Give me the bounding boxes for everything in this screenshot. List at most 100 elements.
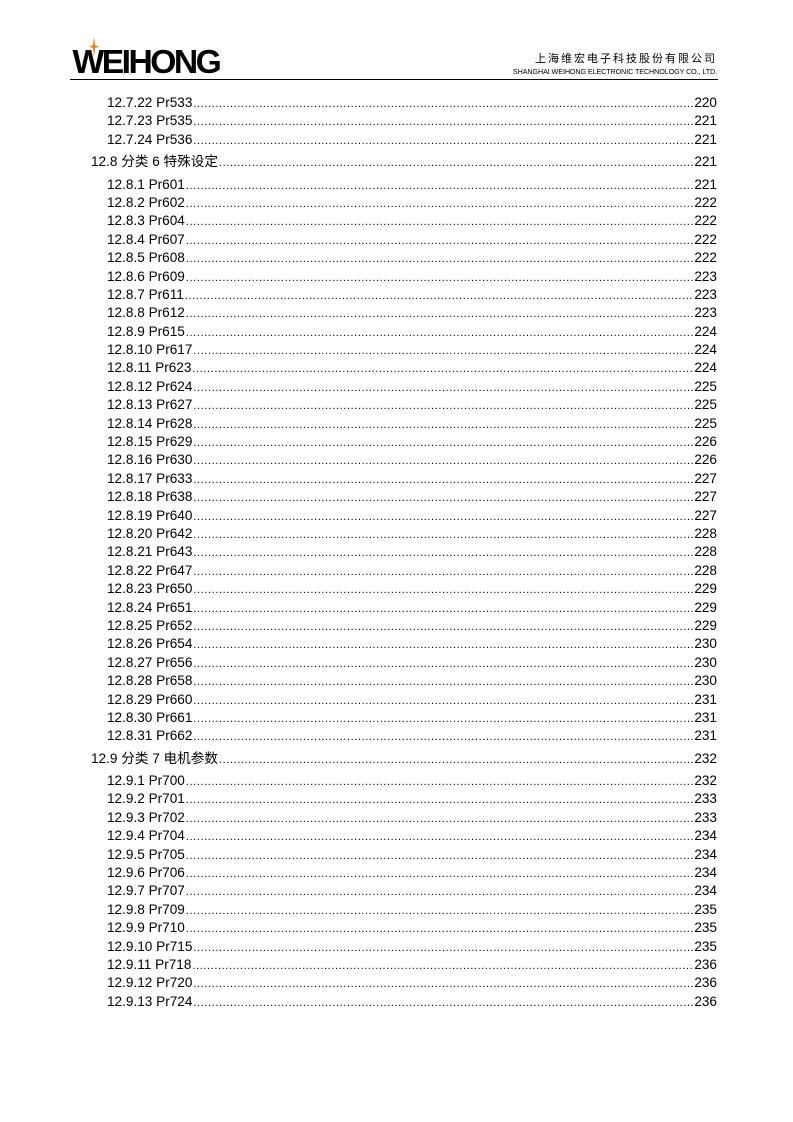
dot-leader [193, 507, 693, 526]
toc-entry[interactable]: 12.8.27 Pr656 230 [91, 654, 717, 672]
toc-entry[interactable]: 12.9.9 Pr710 235 [91, 919, 717, 937]
toc-section-heading[interactable]: 12.9 分类 7 电机参数 232 [91, 750, 717, 768]
dot-leader [193, 451, 693, 470]
toc-entry-title: 12.7.22 Pr533 [107, 95, 193, 110]
dot-leader [193, 131, 693, 150]
toc-entry-title: 12.8.8 Pr612 [107, 305, 185, 321]
toc-entry-title: 12.8.17 Pr633 [107, 470, 193, 486]
toc-entry[interactable]: 12.9.1 Pr700 232 [91, 772, 717, 790]
toc-entry-title: 12.8.9 Pr615 [107, 323, 185, 339]
toc-page-number: 234 [694, 828, 717, 844]
toc-entry-title: 12.8.7 Pr611 [107, 286, 184, 302]
toc-entry-title: 12.8.5 Pr608 [107, 250, 185, 266]
toc-entry-title: 12.9.10 Pr715 [107, 938, 193, 954]
toc-entry[interactable]: 12.8.14 Pr628 225 [91, 415, 717, 433]
toc-entry-title: 12.8.1 Pr601 [107, 176, 185, 192]
toc-entry-title: 12.8.20 Pr642 [107, 525, 193, 541]
dot-leader [186, 212, 693, 231]
dot-leader [193, 599, 693, 618]
toc-entry-title: 12.9.5 Pr705 [107, 846, 185, 862]
toc-entry[interactable]: 12.8.3 Pr604 222 [91, 212, 717, 230]
toc-entry[interactable]: 12.8.7 Pr611 223 [91, 286, 717, 304]
toc-page-number: 222 [694, 250, 717, 266]
company-name-cn: 上海维宏电子科技股份有限公司 [535, 52, 717, 65]
toc-entry[interactable]: 12.9.12 Pr720 236 [91, 974, 717, 992]
toc-entry-title: 12.9.4 Pr704 [107, 828, 185, 844]
toc-entry[interactable]: 12.9.7 Pr707 234 [91, 882, 717, 900]
toc-page-number: 227 [694, 507, 717, 523]
dot-leader [193, 543, 693, 562]
toc-entry[interactable]: 12.8.30 Pr661 231 [91, 709, 717, 727]
dot-leader [193, 938, 693, 957]
toc-entry[interactable]: 12.8.12 Pr624 225 [91, 378, 717, 396]
toc-page-number: 223 [694, 286, 717, 302]
toc-page-number: 236 [694, 975, 717, 991]
toc-entry[interactable]: 12.9.4 Pr704 234 [91, 827, 717, 845]
toc-entry[interactable]: 12.7.24 Pr536 221 [91, 131, 717, 149]
toc-page-number: 229 [694, 599, 717, 615]
toc-entry[interactable]: 12.8.21 Pr643 228 [91, 543, 717, 561]
toc-entry[interactable]: 12.8.15 Pr629 226 [91, 433, 717, 451]
toc-entry[interactable]: 12.9.3 Pr702 233 [91, 809, 717, 827]
toc-entry[interactable]: 12.8.9 Pr615 224 [91, 323, 717, 341]
toc-page-number: 235 [694, 920, 717, 936]
toc-entry[interactable]: 12.9.6 Pr706 234 [91, 864, 717, 882]
star-icon [89, 37, 99, 57]
toc-entry[interactable]: 12.8.23 Pr650 229 [91, 580, 717, 598]
dot-leader [186, 864, 693, 883]
toc-entry[interactable]: 12.8.1 Pr601 221 [91, 176, 717, 194]
toc-page-number: 224 [694, 323, 717, 339]
toc-entry-title: 12.9.9 Pr710 [107, 920, 185, 936]
toc-entry-title: 12.8 分类 6 特殊设定 [91, 154, 218, 170]
dot-leader [193, 112, 693, 131]
toc-page-number: 221 [694, 176, 717, 192]
dot-leader [193, 635, 693, 654]
toc-entry[interactable]: 12.9.8 Pr709 235 [91, 901, 717, 919]
toc-entry-title: 12.8.18 Pr638 [107, 489, 193, 505]
dot-leader [193, 617, 693, 636]
toc-page-number: 231 [694, 691, 717, 707]
toc-entry[interactable]: 12.8.17 Pr633 227 [91, 470, 717, 488]
toc-entry[interactable]: 12.8.31 Pr662 231 [91, 727, 717, 745]
toc-entry[interactable]: 12.8.18 Pr638 227 [91, 488, 717, 506]
toc-page-number: 233 [694, 791, 717, 807]
toc-entry[interactable]: 12.8.13 Pr627 225 [91, 396, 717, 414]
toc-entry[interactable]: 12.8.8 Pr612 223 [91, 304, 717, 322]
toc-entry-title: 12.9.7 Pr707 [107, 883, 185, 899]
dot-leader [186, 901, 693, 920]
toc-entry[interactable]: 12.8.16 Pr630 226 [91, 451, 717, 469]
toc-entry[interactable]: 12.8.29 Pr660 231 [91, 691, 717, 709]
toc-page-number: 235 [694, 901, 717, 917]
toc-entry[interactable]: 12.9.2 Pr701 233 [91, 790, 717, 808]
toc-entry[interactable]: 12.8.28 Pr658 230 [91, 672, 717, 690]
toc-entry[interactable]: 12.8.26 Pr654 230 [91, 635, 717, 653]
toc-entry-title: 12.9 分类 7 电机参数 [91, 750, 218, 766]
toc-entry[interactable]: 12.9.10 Pr715 235 [91, 938, 717, 956]
toc-entry[interactable]: 12.9.13 Pr724 236 [91, 993, 717, 1011]
toc-entry[interactable]: 12.8.4 Pr607 222 [91, 231, 717, 249]
company-name-en: SHANGHAI WEIHONG ELECTRONIC TECHNOLOGY C… [512, 67, 717, 76]
toc-entry[interactable]: 12.9.11 Pr718 236 [91, 956, 717, 974]
toc-section-heading[interactable]: 12.8 分类 6 特殊设定 221 [91, 153, 717, 171]
toc-entry-title: 12.9.8 Pr709 [107, 901, 185, 917]
toc-entry[interactable]: 12.7.22 Pr533 220 [91, 94, 717, 112]
toc-entry[interactable]: 12.7.23 Pr535 221 [91, 112, 717, 130]
toc-entry[interactable]: 12.8.20 Pr642 228 [91, 525, 717, 543]
dot-leader [193, 672, 693, 691]
toc-entry-title: 12.9.6 Pr706 [107, 865, 185, 881]
toc-entry[interactable]: 12.8.6 Pr609 223 [91, 268, 717, 286]
toc-entry[interactable]: 12.8.19 Pr640 227 [91, 507, 717, 525]
toc-entry[interactable]: 12.8.22 Pr647 228 [91, 562, 717, 580]
toc-entry[interactable]: 12.8.11 Pr623 224 [91, 359, 717, 377]
toc-entry[interactable]: 12.8.10 Pr617 224 [91, 341, 717, 359]
toc-entry[interactable]: 12.8.5 Pr608 222 [91, 249, 717, 267]
toc-entry[interactable]: 12.8.25 Pr652 229 [91, 617, 717, 635]
dot-leader [193, 562, 693, 581]
toc-page-number: 223 [694, 268, 717, 284]
toc-entry[interactable]: 12.8.2 Pr602 222 [91, 194, 717, 212]
toc-entry[interactable]: 12.8.24 Pr651 229 [91, 599, 717, 617]
toc-entry[interactable]: 12.9.5 Pr705 234 [91, 846, 717, 864]
toc-page-number: 227 [694, 489, 717, 505]
dot-leader [186, 176, 693, 195]
dot-leader [193, 580, 693, 599]
